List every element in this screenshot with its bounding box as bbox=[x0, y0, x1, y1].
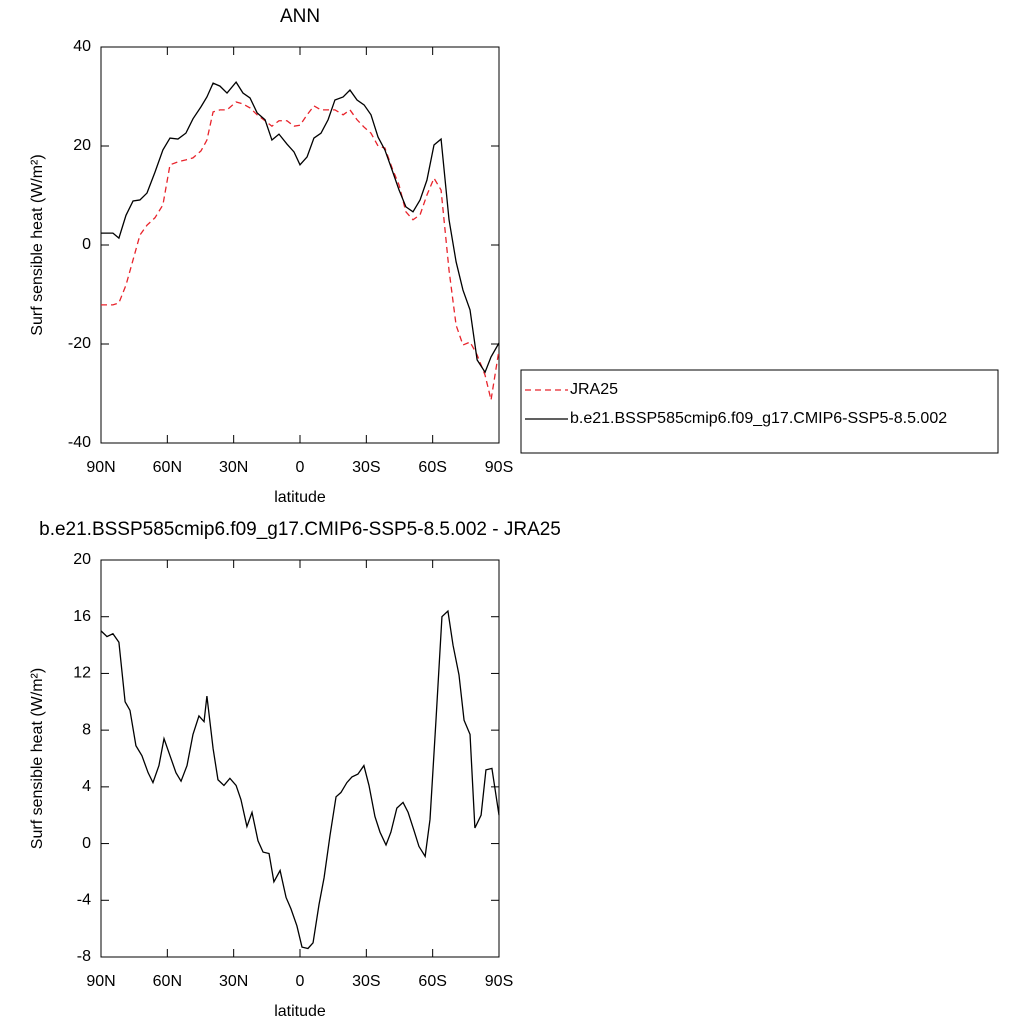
x-tick-label: 60S bbox=[418, 459, 446, 476]
x-tick-label: 30N bbox=[219, 973, 248, 990]
y-tick-label: 12 bbox=[73, 665, 91, 682]
plot-frame bbox=[100, 46, 500, 444]
y-tick-label: -40 bbox=[68, 434, 91, 451]
y-axis-label: Surf sensible heat (W/m²) bbox=[29, 668, 46, 849]
x-axis-label: latitude bbox=[274, 1003, 326, 1020]
y-tick-label: -4 bbox=[77, 892, 91, 909]
x-tick-label: 90S bbox=[485, 973, 513, 990]
x-tick-label: 0 bbox=[296, 973, 305, 990]
y-tick-label: -8 bbox=[77, 948, 91, 965]
x-tick-label: 30S bbox=[352, 459, 380, 476]
x-axis-label: latitude bbox=[274, 489, 326, 506]
y-tick-label: 0 bbox=[82, 835, 91, 852]
x-tick-label: 90S bbox=[485, 459, 513, 476]
x-tick-label: 90N bbox=[86, 459, 115, 476]
chart-title: b.e21.BSSP585cmip6.f09_g17.CMIP6-SSP5-8.… bbox=[39, 519, 561, 540]
y-tick-label: 20 bbox=[73, 551, 91, 568]
x-tick-label: 60N bbox=[153, 973, 182, 990]
x-tick-label: 30N bbox=[219, 459, 248, 476]
y-axis-label: Surf sensible heat (W/m²) bbox=[29, 154, 46, 335]
y-tick-label: 20 bbox=[73, 137, 91, 154]
data-line bbox=[101, 81, 500, 374]
y-tick-label: -20 bbox=[68, 335, 91, 352]
x-tick-label: 60S bbox=[418, 973, 446, 990]
legend-label: JRA25 bbox=[570, 381, 618, 398]
x-tick-label: 90N bbox=[86, 973, 115, 990]
y-tick-label: 4 bbox=[82, 778, 91, 795]
chart-title: ANN bbox=[280, 6, 320, 27]
y-tick-label: 16 bbox=[73, 608, 91, 625]
x-tick-label: 0 bbox=[296, 459, 305, 476]
x-tick-label: 60N bbox=[153, 459, 182, 476]
data-line bbox=[100, 609, 500, 950]
y-tick-label: 0 bbox=[82, 236, 91, 253]
data-line bbox=[101, 101, 500, 401]
legend-label: b.e21.BSSP585cmip6.f09_g17.CMIP6-SSP5-8.… bbox=[570, 410, 947, 427]
x-tick-label: 30S bbox=[352, 973, 380, 990]
y-tick-label: 8 bbox=[82, 721, 91, 738]
y-tick-label: 40 bbox=[73, 38, 91, 55]
legend-box bbox=[520, 369, 999, 454]
